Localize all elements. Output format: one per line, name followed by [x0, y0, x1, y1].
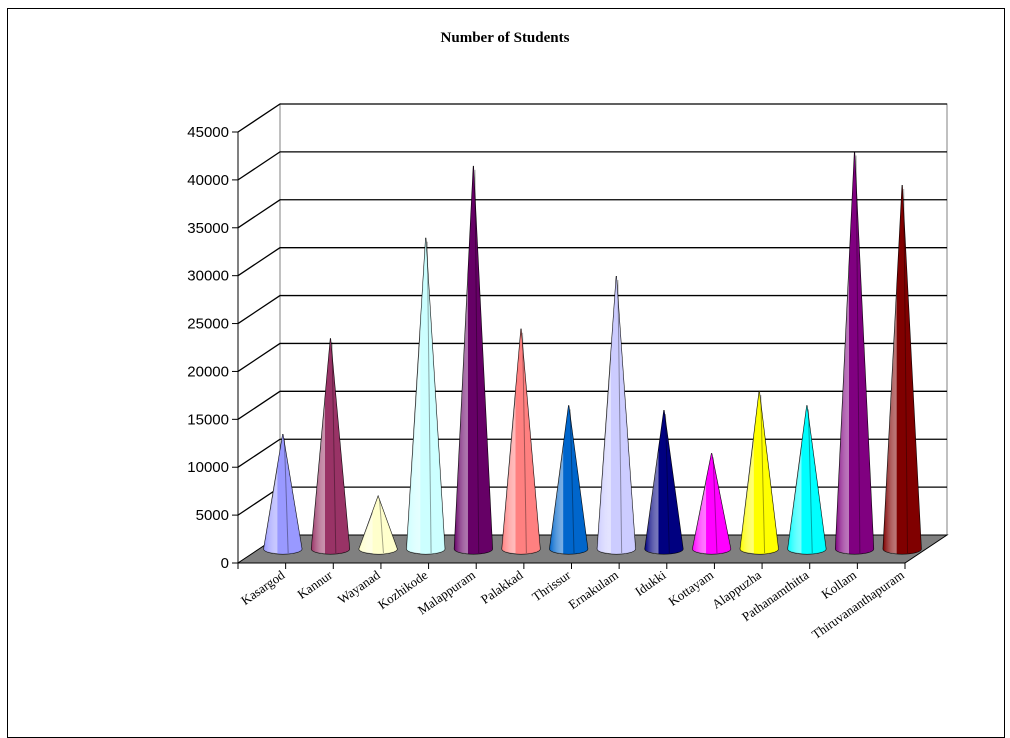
chart-title: Number of Students [440, 30, 570, 46]
x-category-label: Palakkad [478, 567, 526, 607]
cone-bar-kozhikode [406, 237, 446, 555]
cone-shading [787, 405, 826, 554]
cone-ridge [379, 500, 384, 554]
cone-bar-kannur [310, 338, 351, 555]
cone-ridge [855, 155, 861, 554]
cone-ridge [569, 409, 575, 554]
y-axis-tick-labels: 0 5000 10000 15000 20000 25000 30000 35000 40000… [187, 124, 229, 572]
x-category-label: Idukki [632, 567, 669, 599]
gridline [237, 342, 947, 372]
y-tick-label: 5000 [196, 507, 229, 524]
cone-bar-alappuzha [739, 390, 779, 555]
cone-bar-idukki [644, 410, 684, 555]
gridline [237, 294, 947, 325]
cone-ridge [664, 414, 670, 554]
cone-ridge [712, 457, 718, 554]
cone-shading [692, 453, 731, 554]
chart-cones [263, 151, 922, 555]
cone-ridge [522, 332, 527, 554]
cone-shading [263, 434, 302, 554]
x-category-label: Kollam [819, 567, 860, 602]
cone-bar-palakkad [501, 328, 541, 555]
cone-bar-thiruvananthapuram [882, 185, 922, 555]
cone-shading [883, 185, 922, 555]
cone-shading [359, 496, 398, 554]
cone-ridge [903, 189, 909, 554]
cone-bar-thrissur [549, 405, 589, 555]
y-tick-label: 0 [221, 555, 229, 572]
x-category-label: Kottayam [666, 567, 717, 609]
x-category-label: Kannur [294, 567, 335, 602]
y-tick-label: 35000 [187, 220, 229, 237]
cone-ridge [760, 394, 766, 554]
cone-shading [311, 338, 350, 554]
y-tick-label: 45000 [187, 124, 229, 141]
cone-bar-malappuram [453, 165, 493, 555]
cone-shading [597, 276, 636, 554]
y-tick-label: 10000 [187, 459, 229, 476]
cone-ridge [474, 169, 480, 554]
gridline [237, 103, 947, 133]
cone-shading [406, 237, 445, 554]
cone-bar-kottayam [692, 453, 732, 555]
gridline [237, 151, 947, 181]
y-tick-label: 40000 [187, 172, 229, 189]
cone-ridge [807, 409, 813, 554]
gridline [237, 390, 947, 420]
cone-ridge [331, 342, 337, 554]
gridline [237, 199, 947, 229]
cone-shading [644, 410, 684, 554]
cone-bar-wayanad [358, 494, 398, 555]
cone-shading [835, 151, 874, 554]
chart-axis [232, 131, 906, 569]
x-axis-category-labels: Kasargod Kannur WayanadKozhikodeMalappuram… [238, 567, 907, 642]
y-tick-label: 25000 [187, 316, 229, 333]
cone-ridge [617, 280, 623, 554]
cone-shading [501, 328, 541, 554]
cone-ridge [283, 438, 289, 554]
cone-shading [740, 390, 779, 554]
cone-bar-ernakulam [596, 275, 636, 555]
cone-ridge [426, 241, 432, 554]
x-category-label: Kasargod [238, 567, 288, 608]
cone-shading [549, 405, 588, 554]
cone-shading [454, 165, 493, 554]
cone-bar-kasargod [263, 433, 303, 555]
gridline [237, 438, 947, 468]
y-tick-label: 15000 [187, 411, 229, 428]
cone-bar-kollam [834, 151, 875, 555]
cone-bar-pathanamthitta [787, 405, 827, 555]
y-tick-label: 20000 [187, 363, 229, 380]
x-category-label: Ernakulam [566, 567, 621, 612]
y-tick-label: 30000 [187, 268, 229, 285]
gridline [237, 247, 947, 277]
